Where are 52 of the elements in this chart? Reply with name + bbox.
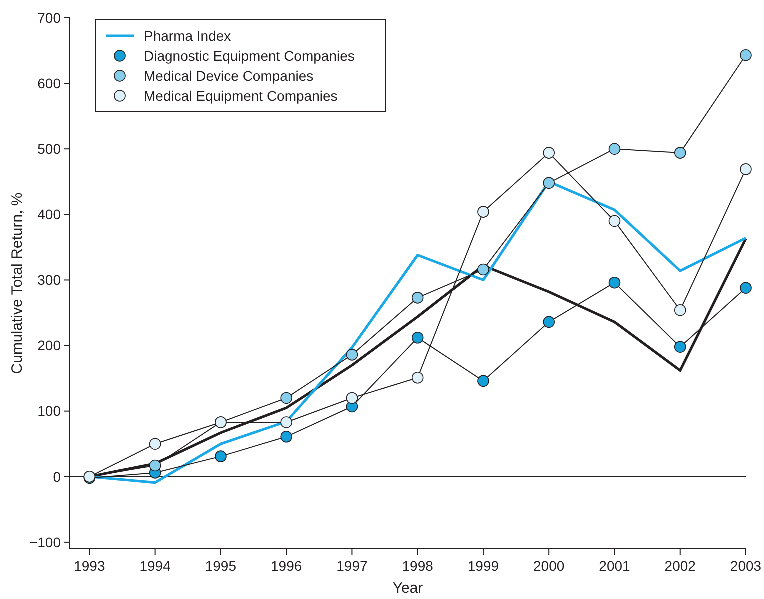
y-tick-label: 0 xyxy=(53,468,62,485)
point xyxy=(740,49,752,62)
x-axis-title: Year xyxy=(392,580,424,597)
point xyxy=(740,282,752,294)
x-tick-label: 1996 xyxy=(271,558,302,574)
legend-label: Medical Device Companies xyxy=(144,68,314,84)
y-axis-title: Cumulative Total Return, % xyxy=(9,192,26,374)
y-tick-label: 700 xyxy=(38,10,62,26)
point xyxy=(412,292,424,304)
legend-label: Pharma Index xyxy=(144,28,232,44)
x-tick-label: 1993 xyxy=(74,558,106,574)
y-tick-label: 500 xyxy=(38,141,62,158)
point xyxy=(674,304,686,316)
y-tick-label: −100 xyxy=(29,534,62,550)
point xyxy=(674,147,686,159)
point xyxy=(740,164,752,176)
x-tick-label: 2003 xyxy=(730,558,762,574)
y-tick-label: 600 xyxy=(38,75,62,92)
point xyxy=(543,147,556,159)
point xyxy=(280,392,292,404)
x-tick-label: 1999 xyxy=(468,558,500,574)
point xyxy=(543,177,556,190)
point xyxy=(215,450,227,462)
point xyxy=(280,416,292,428)
point xyxy=(608,143,621,156)
y-tick-label: 200 xyxy=(38,338,62,354)
point xyxy=(149,460,162,472)
point xyxy=(412,372,424,384)
point xyxy=(608,215,621,228)
y-tick-label: 100 xyxy=(38,403,62,420)
y-tick-label: 300 xyxy=(38,272,62,288)
point xyxy=(543,316,556,328)
point xyxy=(280,431,292,443)
point xyxy=(412,332,424,344)
point xyxy=(608,276,621,289)
x-tick-label: 2001 xyxy=(599,558,631,574)
x-tick-label: 2002 xyxy=(664,558,696,574)
legend-label: Medical Equipment Companies xyxy=(144,88,338,104)
point xyxy=(478,264,490,276)
x-tick-label: 1998 xyxy=(402,558,434,574)
point xyxy=(478,375,490,388)
point xyxy=(674,341,686,353)
point xyxy=(478,206,490,218)
x-tick-label: 1995 xyxy=(205,558,237,574)
legend-label: Diagnostic Equipment Companies xyxy=(144,48,355,64)
y-tick-label: 400 xyxy=(38,206,62,223)
point xyxy=(346,392,358,404)
x-tick-label: 2000 xyxy=(534,558,565,574)
point xyxy=(149,438,162,450)
point xyxy=(346,349,358,361)
x-tick-label: 1997 xyxy=(336,558,368,574)
x-tick-label: 1994 xyxy=(140,558,172,574)
